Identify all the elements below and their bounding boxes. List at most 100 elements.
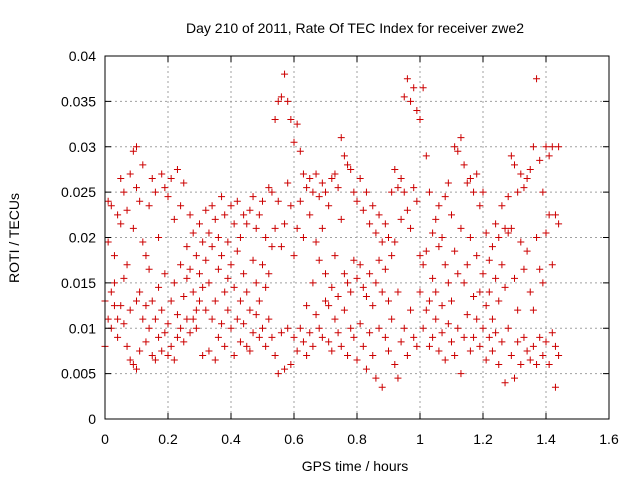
data-point: [485, 288, 493, 296]
data-point: [533, 234, 541, 241]
data-point: [463, 179, 471, 187]
data-point: [466, 234, 474, 241]
data-point: [268, 333, 276, 341]
data-point: [170, 356, 178, 364]
data-point: [460, 279, 468, 287]
data-point: [422, 247, 430, 255]
data-point: [495, 234, 503, 241]
data-point: [526, 288, 534, 296]
data-point: [366, 329, 374, 337]
data-point: [117, 302, 125, 310]
data-point: [240, 211, 248, 219]
data-point: [372, 229, 380, 237]
data-point: [281, 220, 289, 228]
data-point: [120, 320, 128, 328]
data-point: [495, 297, 503, 305]
data-point: [230, 283, 238, 291]
data-point: [284, 97, 292, 105]
data-point: [334, 329, 342, 337]
data-point: [454, 324, 462, 332]
data-point: [274, 197, 282, 205]
data-point: [177, 202, 185, 210]
data-point: [381, 333, 389, 341]
data-point: [388, 252, 396, 260]
data-point: [473, 252, 481, 260]
data-point: [331, 252, 339, 260]
data-point: [466, 347, 474, 355]
data-point: [438, 234, 446, 241]
data-point: [548, 261, 556, 269]
data-point: [479, 324, 487, 332]
data-point: [394, 374, 402, 382]
data-point: [205, 229, 213, 237]
data-point: [120, 188, 128, 196]
data-point: [303, 184, 311, 192]
data-point: [186, 211, 194, 219]
data-point: [555, 351, 563, 359]
data-point: [454, 147, 462, 155]
data-point: [189, 288, 197, 296]
x-tick-label: 0.6: [284, 431, 304, 447]
y-axis-label: ROTI / TECUs: [6, 193, 22, 283]
data-point: [337, 134, 345, 142]
data-point: [325, 202, 333, 210]
data-point: [344, 351, 352, 359]
data-point: [221, 288, 229, 296]
data-point: [353, 274, 361, 282]
data-point: [460, 333, 468, 341]
data-point: [265, 184, 273, 192]
data-point: [277, 93, 285, 101]
data-point: [315, 324, 323, 332]
data-point: [161, 270, 169, 278]
data-point: [413, 197, 421, 205]
data-point: [189, 315, 197, 323]
data-point: [435, 243, 443, 251]
data-point: [303, 302, 311, 310]
data-point: [385, 234, 392, 241]
data-point: [511, 274, 518, 282]
data-point: [322, 188, 329, 196]
data-point: [448, 211, 455, 219]
data-point: [211, 297, 219, 305]
data-point: [192, 324, 200, 332]
data-point: [158, 170, 166, 178]
data-point: [164, 351, 172, 359]
data-point: [514, 188, 522, 196]
data-point: [400, 188, 408, 196]
data-point: [451, 143, 459, 151]
data-point: [110, 252, 118, 260]
data-point: [328, 283, 336, 291]
data-point: [233, 315, 241, 323]
data-point: [492, 220, 500, 228]
data-point: [441, 193, 449, 201]
data-point: [180, 292, 188, 300]
data-point: [479, 188, 487, 196]
data-point: [306, 329, 314, 337]
data-point: [136, 347, 144, 355]
data-point: [249, 193, 257, 201]
data-point: [318, 224, 326, 232]
data-point: [356, 175, 364, 183]
data-point: [542, 229, 550, 237]
data-point: [385, 347, 392, 355]
data-point: [189, 229, 197, 237]
data-point: [372, 279, 380, 287]
data-point: [542, 143, 550, 151]
data-point: [410, 184, 418, 192]
data-point: [133, 365, 140, 373]
data-point: [214, 265, 222, 273]
data-point: [123, 261, 131, 269]
data-point: [466, 175, 474, 183]
data-point: [249, 329, 257, 337]
data-point: [507, 351, 515, 359]
data-point: [117, 175, 125, 183]
data-point: [303, 351, 311, 359]
y-tick-label: 0.03: [69, 139, 96, 155]
data-point: [407, 224, 415, 232]
data-point: [252, 311, 260, 319]
axis-ticks: 0 0.2 0.4 0.6 0.8 1 1.2 1.4 1.6 0 0.005 0.01 0.015 0.…: [61, 48, 619, 447]
data-point: [126, 306, 134, 314]
data-point: [432, 215, 440, 223]
data-point: [498, 261, 506, 269]
data-point: [498, 338, 506, 346]
